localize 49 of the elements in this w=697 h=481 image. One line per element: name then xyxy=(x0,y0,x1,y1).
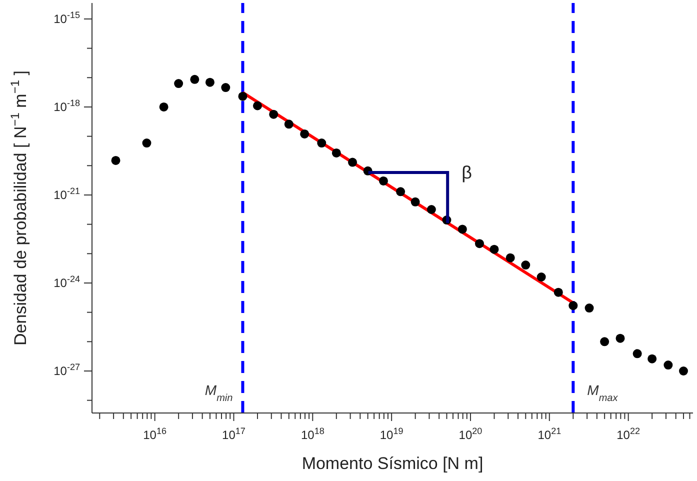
y-tick-label: 10$^{-24}$ xyxy=(54,274,80,290)
ref-line-label: M$_{min}$ xyxy=(204,382,234,404)
point xyxy=(300,129,310,138)
point xyxy=(632,349,642,358)
point xyxy=(648,354,657,364)
point xyxy=(190,74,200,84)
point xyxy=(269,110,278,119)
point xyxy=(317,138,326,148)
x-tick-label: 10$^{21}$ xyxy=(538,426,562,442)
point xyxy=(348,158,358,167)
x-tick-label: 10$^{17}$ xyxy=(222,426,246,442)
y-tick-label: 10$^{-15}$ xyxy=(54,10,80,26)
y-tick-label: 10$^{-27}$ xyxy=(54,362,80,378)
ref-line-label: M$_{max}$ xyxy=(587,382,619,404)
point xyxy=(568,301,578,310)
x-tick-label: 10$^{16}$ xyxy=(143,426,166,442)
point xyxy=(664,360,673,370)
point xyxy=(521,260,530,270)
point xyxy=(378,176,388,186)
point xyxy=(584,304,594,313)
point xyxy=(458,224,467,234)
point xyxy=(600,337,610,346)
point xyxy=(426,204,436,214)
point xyxy=(142,138,152,148)
annotation: β xyxy=(462,162,472,182)
y-tick-label: 10$^{-21}$ xyxy=(54,186,80,202)
point xyxy=(678,366,688,376)
x-tick-label: 10$^{19}$ xyxy=(380,426,404,442)
point xyxy=(252,101,262,110)
point xyxy=(536,272,546,282)
x-axis-title: Momento Sísmico [N m] xyxy=(302,454,484,473)
point xyxy=(205,78,214,87)
point xyxy=(332,148,341,158)
y-tick-label: 10$^{-18}$ xyxy=(54,98,80,114)
point xyxy=(284,120,294,129)
point xyxy=(410,197,420,206)
point xyxy=(174,79,184,88)
point xyxy=(238,92,248,101)
point xyxy=(616,334,625,343)
x-tick-label: 10$^{18}$ xyxy=(300,426,324,442)
point xyxy=(506,253,515,262)
point xyxy=(159,102,168,112)
x-tick-label: 10$^{20}$ xyxy=(458,426,482,442)
point xyxy=(474,239,484,248)
point xyxy=(490,244,499,254)
point xyxy=(396,187,406,196)
point xyxy=(221,83,230,92)
x-tick-label: 10$^{22}$ xyxy=(616,426,640,442)
point xyxy=(554,288,563,297)
